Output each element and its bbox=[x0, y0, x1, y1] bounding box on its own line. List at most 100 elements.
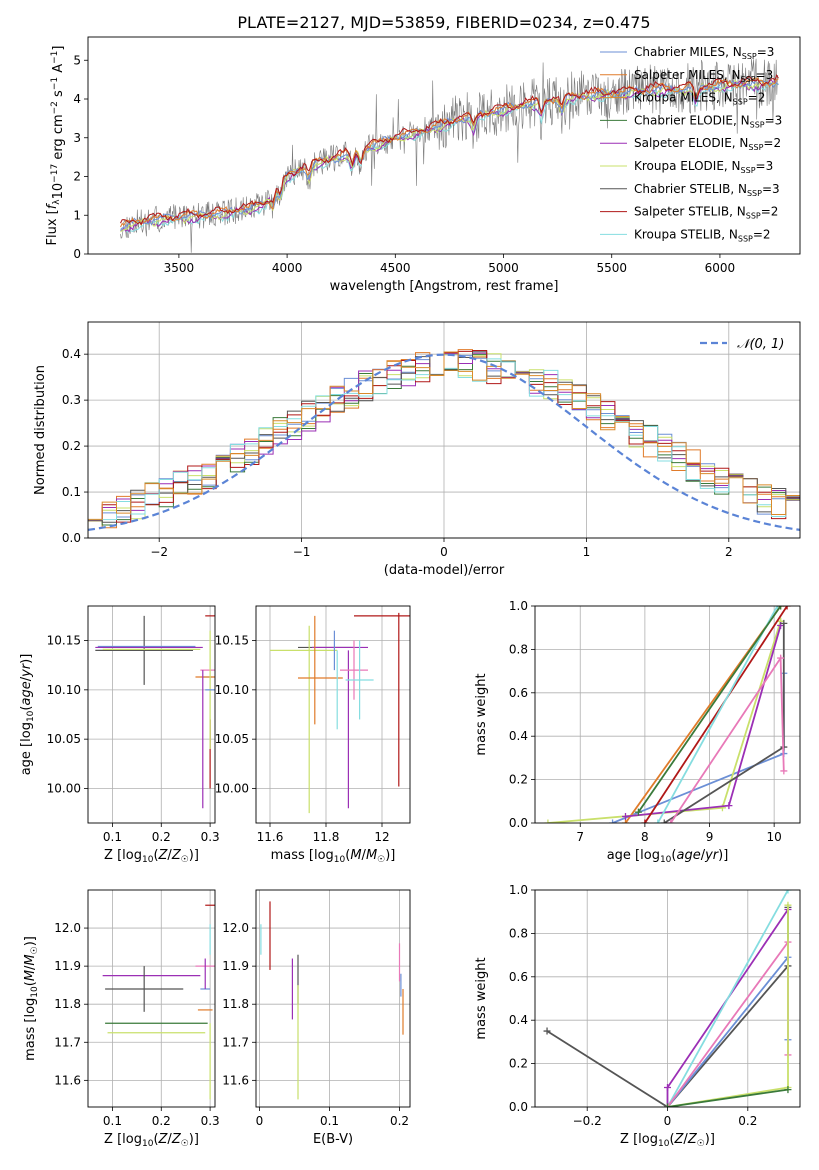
legend-sub: SSP bbox=[742, 52, 757, 61]
mass-vs-Z-xtick-label: 0.2 bbox=[152, 1114, 171, 1128]
age-vs-mass-xlabel-part: mass [log bbox=[271, 848, 334, 863]
mass-weight-marker bbox=[784, 1086, 792, 1094]
legend-sub: SSP bbox=[733, 98, 748, 107]
age-vs-mass-ytick-label: 10.05 bbox=[215, 732, 249, 746]
age-vs-Z-ytick-label: 10.05 bbox=[47, 732, 81, 746]
residuals-ytick-label: 0.1 bbox=[62, 485, 81, 499]
mass-vs-ebv-xtick-label: 0 bbox=[256, 1114, 264, 1128]
legend-text: =3 bbox=[757, 45, 775, 59]
mass-vs-Z-xlabel-part: )] bbox=[189, 1132, 199, 1147]
weight-vs-Z-panel: −0.2 0 0.20.00.20.40.60.81.0Z [log10(Z/Z☉)… bbox=[474, 883, 801, 1149]
mass-vs-Z-xlabel: Z [log10(Z/Z☉)] bbox=[104, 1132, 199, 1149]
weight-vs-age-ytick-label: 0.4 bbox=[509, 729, 528, 743]
age-vs-Z-xlabel-part: Z [log bbox=[104, 848, 142, 863]
age-vs-Z-ylabel-part: / bbox=[19, 676, 34, 681]
normal-distribution-curve bbox=[88, 353, 800, 531]
residuals-frame bbox=[87, 321, 801, 539]
mass-vs-ebv-ytick-label: 12.0 bbox=[222, 921, 249, 935]
mass-vs-ebv-frame bbox=[255, 889, 411, 1108]
weight-vs-Z-xlabel-part: 10 bbox=[658, 1139, 670, 1149]
legend-text: =2 bbox=[753, 227, 771, 241]
age-vs-Z-frame bbox=[87, 605, 216, 824]
mass-weight-marker bbox=[609, 819, 617, 823]
mass-vs-Z-xlabel-part: ☉ bbox=[181, 1139, 189, 1149]
legend-text: Kroupa MILES, N bbox=[634, 91, 733, 105]
spectrum-ylabel-part: −2 bbox=[50, 101, 60, 114]
spectrum-legend-label: Chabrier STELIB, NSSP=3 bbox=[634, 182, 780, 198]
age-vs-mass-xlabel-part: M bbox=[350, 848, 361, 863]
weight-vs-age-xlabel-part: yr bbox=[704, 848, 720, 863]
mass-vs-Z-ylabel-part: M bbox=[23, 970, 38, 981]
mass-weight-marker bbox=[664, 1083, 671, 1091]
spectrum-legend-label: Salpeter STELIB, NSSP=2 bbox=[634, 205, 778, 221]
age-vs-mass-xlabel-part: 10 bbox=[334, 855, 346, 865]
spectrum-ylabel-part: 10 bbox=[51, 183, 66, 200]
legend-sub: SSP bbox=[748, 143, 763, 152]
age-vs-mass-xlabel-part: ( bbox=[345, 848, 350, 863]
age-vs-mass-ytick-label: 10.10 bbox=[215, 683, 249, 697]
mass-vs-Z-xlabel-part: 10 bbox=[142, 1139, 154, 1149]
weight-vs-Z-ytick-label: 0.6 bbox=[509, 970, 528, 984]
weight-vs-age-ytick-label: 1.0 bbox=[509, 599, 528, 613]
mass-vs-Z-xlabel-part: Z bbox=[158, 1132, 169, 1147]
spectrum-ylabel-part: −1 bbox=[50, 77, 60, 90]
mass-weight-line bbox=[666, 939, 789, 1107]
legend-text: =3 bbox=[762, 182, 780, 196]
weight-vs-Z-ylabel: mass weight bbox=[474, 957, 489, 1039]
weight-vs-Z-xlabel-part: ☉ bbox=[697, 1139, 705, 1149]
mass-vs-Z-ylabel-part: M bbox=[23, 954, 38, 965]
age-vs-Z-ytick-label: 10.00 bbox=[47, 781, 81, 795]
age-vs-Z-xlabel-part: / bbox=[167, 848, 172, 863]
age-vs-Z-ytick-label: 10.10 bbox=[47, 683, 81, 697]
mass-weight-line bbox=[625, 625, 782, 818]
spectrum-xlabel: wavelength [Angstrom, rest frame] bbox=[330, 279, 559, 294]
mass-weight-line bbox=[667, 1088, 789, 1107]
age-vs-Z-xlabel-part: Z bbox=[171, 848, 182, 863]
weight-vs-age-ylabel-part: mass weight bbox=[474, 673, 489, 755]
weight-vs-Z-xlabel-part: Z [log bbox=[620, 1132, 658, 1147]
mass-vs-Z-ylabel-part: / bbox=[23, 965, 38, 970]
mass-vs-Z-plot-area bbox=[102, 904, 215, 1100]
age-vs-Z-xlabel-part: )] bbox=[189, 848, 199, 863]
age-vs-Z-ylabel: age [log10(age/yr)] bbox=[19, 654, 36, 776]
mass-vs-ebv-ytick-label: 11.6 bbox=[222, 1073, 249, 1087]
legend-text: Chabrier STELIB, N bbox=[634, 182, 747, 196]
weight-vs-Z-ylabel-part: mass weight bbox=[474, 957, 489, 1039]
weight-vs-age-xtick-label: 9 bbox=[706, 830, 714, 844]
age-vs-Z-ylabel-part: yr bbox=[19, 662, 34, 678]
age-vs-mass-xlabel-part: ☉ bbox=[377, 855, 385, 865]
spectrum-ylabel-part: s bbox=[51, 90, 66, 101]
spectrum-ylabel-part: Flux [ bbox=[45, 209, 60, 245]
spectrum-xtick-label: 6000 bbox=[705, 261, 736, 275]
weight-vs-age-plot-area bbox=[544, 606, 791, 823]
legend-sub: SSP bbox=[747, 189, 762, 198]
mass-vs-ebv-xtick-label: 0.1 bbox=[320, 1114, 339, 1128]
spectrum-legend-label: Kroupa MILES, NSSP=2 bbox=[634, 91, 765, 107]
legend-text: Salpeter ELODIE, N bbox=[634, 136, 748, 150]
residuals-xlabel-part: (data-model)/error bbox=[384, 563, 505, 578]
weight-vs-age-xlabel-part: )] bbox=[718, 848, 728, 863]
mass-weight-line bbox=[657, 606, 779, 823]
spectrum-xtick-label: 4500 bbox=[380, 261, 411, 275]
spectrum-plot-area bbox=[120, 58, 779, 253]
mass-weight-marker bbox=[667, 819, 675, 823]
spectrum-legend-label: Chabrier MILES, NSSP=3 bbox=[634, 45, 774, 61]
legend-sub: SSP bbox=[741, 166, 756, 175]
age-vs-mass-xtick-label: 12 bbox=[374, 830, 389, 844]
spectrum-model-line bbox=[120, 79, 779, 233]
residuals-xtick-label: −2 bbox=[150, 545, 168, 559]
age-vs-mass-panel: 11.6 11.8 12 10.00 10.05 10.10 10.15 mass [log1… bbox=[215, 605, 411, 865]
legend-text: =3 bbox=[756, 159, 774, 173]
mass-weight-line bbox=[637, 606, 782, 813]
age-vs-mass-xlabel: mass [log10(M/M☉)] bbox=[271, 848, 396, 865]
spectrum-panel: 3500 4000 4500 5000 5500 6000 0 1 2 3 4 5 Chabrier M… bbox=[45, 36, 801, 294]
weight-vs-Z-ytick-label: 0.0 bbox=[509, 1100, 528, 1114]
mass-vs-Z-ylabel-part: )] bbox=[23, 936, 38, 946]
weight-vs-age-ytick-label: 0.6 bbox=[509, 686, 528, 700]
spectrum-ylabel-part: ] bbox=[51, 46, 66, 51]
legend-text: Chabrier MILES, N bbox=[634, 45, 742, 59]
weight-vs-Z-ytick-label: 0.8 bbox=[509, 926, 528, 940]
mass-weight-marker bbox=[664, 1103, 671, 1107]
